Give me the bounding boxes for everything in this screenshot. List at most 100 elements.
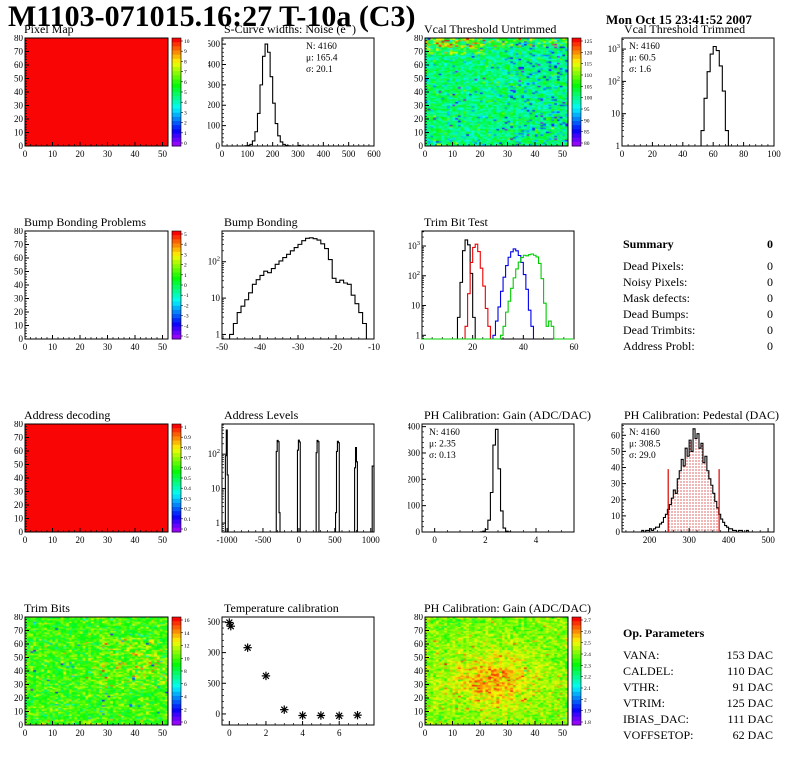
svg-text:30: 30 xyxy=(414,101,424,111)
svg-text:N: 4160: N: 4160 xyxy=(429,428,460,438)
scurve-noise-svg: 0 100 200 300 400 500 600 0 100 200 300 400 500 N: 41… xyxy=(208,37,381,159)
svg-text:10: 10 xyxy=(184,656,190,662)
svg-text:120: 120 xyxy=(584,50,593,56)
vcal-untrimmed-plot: 0 10 20 30 40 50 0 10 20 30 40 50 60 70 80 125 120 115 110… xyxy=(408,35,604,175)
op-parameter-value: 153 DAC xyxy=(726,648,773,662)
svg-text:4: 4 xyxy=(534,535,539,545)
svg-text:30: 30 xyxy=(14,101,24,111)
svg-text:300: 300 xyxy=(682,535,696,545)
bump-problems-panel: Bump Bonding Problems 0 10 20 30 40 50 0 10 20 30… xyxy=(8,215,204,387)
svg-text:50: 50 xyxy=(414,74,424,84)
op-parameter-row: IBIAS_DAC: 111 DAC xyxy=(623,711,773,727)
svg-text:0.5: 0.5 xyxy=(184,476,191,482)
svg-text:70: 70 xyxy=(14,433,24,443)
svg-text:102: 102 xyxy=(208,448,220,459)
svg-text:400: 400 xyxy=(408,422,421,432)
svg-text:20: 20 xyxy=(14,114,24,124)
svg-text:10: 10 xyxy=(411,301,421,311)
svg-text:σ: 20.1: σ: 20.1 xyxy=(306,65,333,75)
summary-row-label: Address Probl: xyxy=(623,339,695,353)
pixel-map-plot: 0 10 20 30 40 50 0 10 20 30 40 50 60 70 80 10 9 8 7 6 5 4 3 2 1 0 xyxy=(8,35,204,175)
svg-text:50: 50 xyxy=(558,149,568,159)
svg-text:300: 300 xyxy=(291,149,305,159)
svg-text:40: 40 xyxy=(131,535,141,545)
ph-gain-hist-title: PH Calibration: Gain (ADC/DAC) xyxy=(424,408,591,422)
svg-text:80: 80 xyxy=(584,141,590,147)
summary-row-value: 0 xyxy=(767,307,773,321)
svg-text:40: 40 xyxy=(131,342,141,352)
op-parameters-panel: Op. Parameters VANA: 153 DAC CALDEL: 110 D… xyxy=(608,601,796,772)
summary-row-value: 0 xyxy=(767,339,773,353)
svg-text:50: 50 xyxy=(158,728,168,738)
summary-row-value: 0 xyxy=(767,291,773,305)
svg-text:10: 10 xyxy=(211,293,221,303)
summary-total: 0 xyxy=(767,237,773,251)
svg-text:30: 30 xyxy=(611,479,621,489)
svg-text:0.7: 0.7 xyxy=(184,456,191,462)
ph-gain-hist-plot: 0 2 4 0 100 200 300 400 N: 4160 μ: 2.35 σ: 0.13 xyxy=(408,421,604,561)
svg-text:0: 0 xyxy=(19,720,24,730)
svg-text:10: 10 xyxy=(48,728,58,738)
ph-gain-map-plot: 0 10 20 30 40 50 0 10 20 30 40 50 60 70 80 2.7 2.6 2.5 2.4… xyxy=(408,614,604,754)
address-levels-panel: Address Levels -1000 -500 0 500 1000 1 10 102 xyxy=(208,408,404,580)
address-levels-plot: -1000 -500 0 500 1000 1 10 102 xyxy=(208,421,404,561)
svg-text:8: 8 xyxy=(184,59,187,65)
trim-bit-test-svg: 0 20 40 60 1 10 102 103 xyxy=(408,230,579,352)
svg-text:3: 3 xyxy=(184,252,187,258)
svg-text:20: 20 xyxy=(414,693,424,703)
vcal-trimmed-plot: 0 20 40 60 80 100 1 10 102 103 N: 4160 μ: 60.5 σ: 1.… xyxy=(608,35,796,175)
op-parameter-label: CALDEL: xyxy=(623,664,674,678)
svg-text:50: 50 xyxy=(558,728,568,738)
bump-bonding-panel: Bump Bonding -50 -40 -30 -20 -10 1 10 102 xyxy=(208,215,404,387)
svg-text:10: 10 xyxy=(611,109,621,119)
svg-text:2: 2 xyxy=(184,121,187,127)
op-parameter-label: VTRIM: xyxy=(623,696,665,710)
svg-text:20: 20 xyxy=(14,693,24,703)
svg-text:60: 60 xyxy=(14,60,24,70)
svg-text:40: 40 xyxy=(131,149,141,159)
vcal-trimmed-title: Vcal Threshold Trimmed xyxy=(624,22,746,36)
svg-text:-2: -2 xyxy=(184,303,189,309)
summary-row: Noisy Pixels: 0 xyxy=(623,274,773,290)
summary-row-label: Dead Pixels: xyxy=(623,259,684,273)
svg-text:0: 0 xyxy=(19,334,24,344)
svg-text:0: 0 xyxy=(297,535,302,545)
svg-text:4: 4 xyxy=(184,695,187,701)
summary-row: Dead Bumps: 0 xyxy=(623,306,773,322)
svg-text:2: 2 xyxy=(584,697,587,703)
svg-text:30: 30 xyxy=(14,680,24,690)
svg-text:-1: -1 xyxy=(184,293,189,299)
svg-text:-500: -500 xyxy=(255,535,272,545)
svg-text:0.3: 0.3 xyxy=(184,496,191,502)
svg-text:N: 4160: N: 4160 xyxy=(306,42,337,52)
svg-text:μ: 165.4: μ: 165.4 xyxy=(306,54,338,64)
svg-text:600: 600 xyxy=(367,149,381,159)
svg-text:14: 14 xyxy=(184,631,190,637)
svg-text:0.6: 0.6 xyxy=(184,466,191,472)
svg-text:μ: 2.35: μ: 2.35 xyxy=(429,440,456,450)
timestamp: Mon Oct 15 23:41:52 2007 xyxy=(606,12,752,27)
vcal-untrimmed-panel: Vcal Threshold Untrimmed 0 10 20 30 40 50 0 10 2… xyxy=(408,22,604,194)
scurve-noise-panel: S-Curve widths: Noise (e⁻) 0 100 200 300 400… xyxy=(208,22,404,194)
svg-text:20: 20 xyxy=(414,114,424,124)
svg-text:30: 30 xyxy=(414,680,424,690)
svg-text:0: 0 xyxy=(423,149,428,159)
svg-text:10: 10 xyxy=(14,128,24,138)
svg-text:40: 40 xyxy=(414,87,424,97)
svg-text:0: 0 xyxy=(184,283,187,289)
svg-text:40: 40 xyxy=(131,728,141,738)
svg-text:105: 105 xyxy=(584,84,593,90)
svg-text:1.9: 1.9 xyxy=(584,709,591,715)
svg-text:1: 1 xyxy=(184,131,187,137)
svg-text:1: 1 xyxy=(416,330,421,340)
svg-text:0: 0 xyxy=(19,141,24,151)
svg-text:80: 80 xyxy=(14,228,24,236)
svg-text:4: 4 xyxy=(184,100,187,106)
svg-text:50: 50 xyxy=(14,74,24,84)
svg-text:1.8: 1.8 xyxy=(584,720,591,726)
svg-text:0: 0 xyxy=(23,728,28,738)
svg-text:-30: -30 xyxy=(292,342,304,352)
op-parameter-value: 110 DAC xyxy=(727,664,773,678)
svg-text:2: 2 xyxy=(264,728,269,738)
